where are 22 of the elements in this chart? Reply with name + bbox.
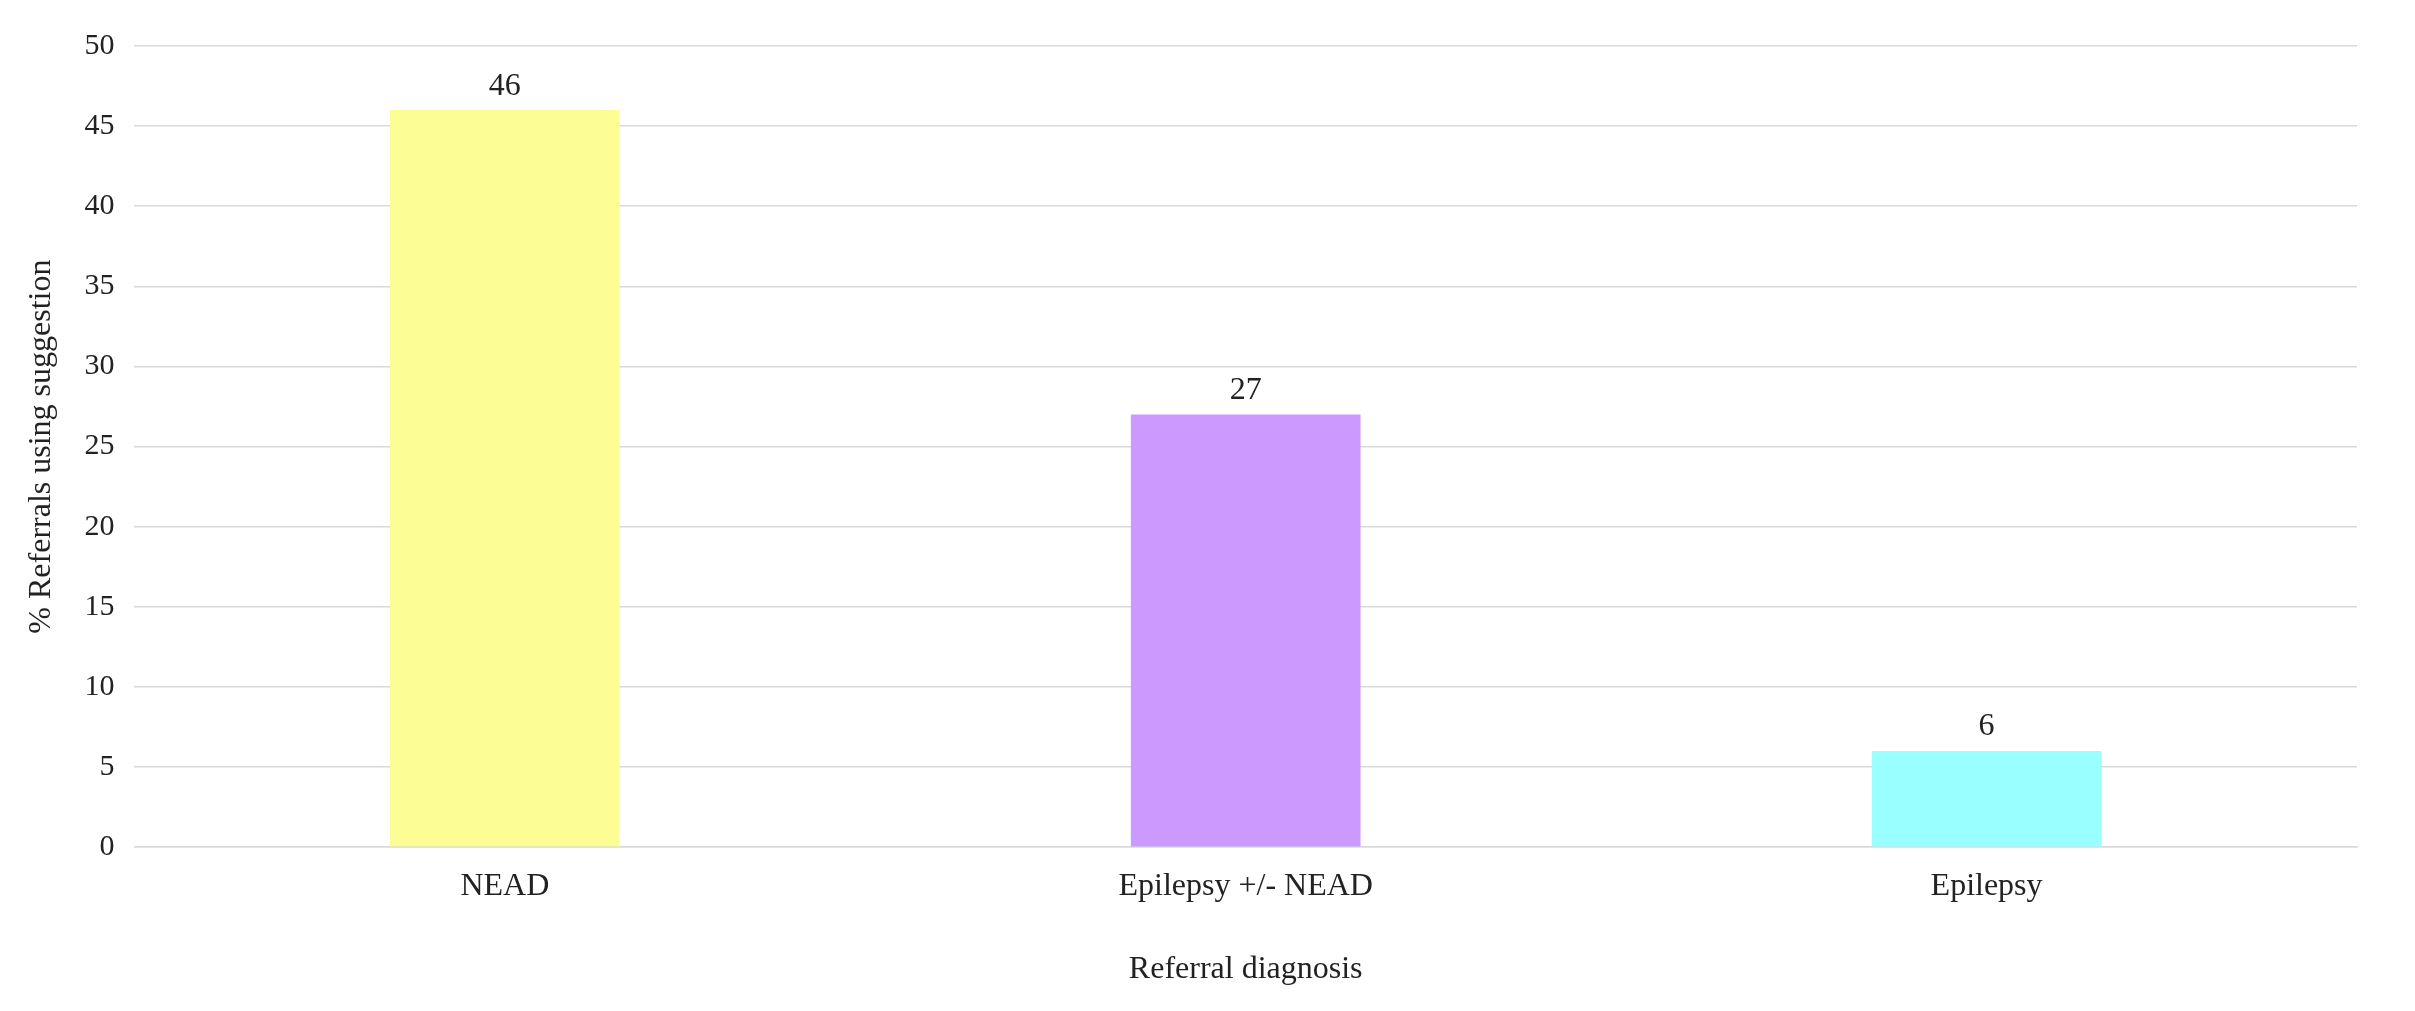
y-tick-label: 50	[84, 26, 115, 60]
data-label: 6	[1978, 706, 1995, 743]
x-tick-label: Epilepsy +/- NEAD	[1118, 865, 1373, 902]
data-label: 27	[1229, 369, 1262, 406]
y-tick-label: 20	[84, 507, 115, 541]
y-tick-label: 10	[84, 667, 115, 701]
y-tick-label: 5	[99, 747, 115, 781]
y-tick-label: 30	[84, 347, 115, 381]
bar	[390, 110, 620, 847]
y-tick-label: 35	[84, 267, 115, 301]
y-tick-label: 25	[84, 427, 115, 461]
x-tick-label: Epilepsy	[1930, 865, 2043, 902]
y-tick-label: 15	[84, 587, 115, 621]
y-axis-title: % Referrals using suggestion	[20, 259, 57, 634]
x-tick-label: NEAD	[460, 865, 550, 902]
y-tick-label: 0	[99, 828, 115, 862]
y-tick-label: 40	[84, 187, 115, 221]
y-tick-label: 45	[84, 107, 115, 140]
x-axis-title: Referral diagnosis	[1128, 949, 1363, 986]
bar	[1871, 751, 2102, 847]
bar	[1130, 414, 1361, 847]
data-label: 46	[488, 65, 521, 102]
